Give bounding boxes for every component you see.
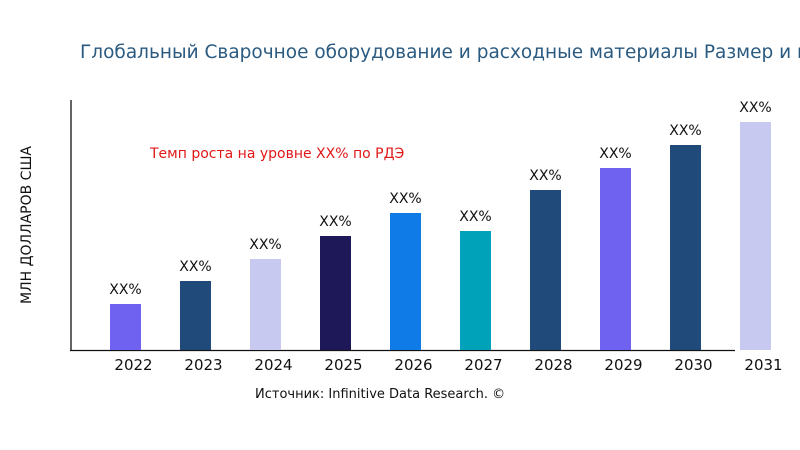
x-tick-label: 2028	[534, 356, 572, 374]
bar-2029	[600, 168, 631, 350]
data-label: XX%	[599, 146, 631, 162]
data-label: XX%	[249, 237, 281, 253]
x-tick-label: 2022	[114, 356, 152, 374]
data-label: XX%	[739, 100, 771, 116]
data-label: XX%	[319, 214, 351, 230]
data-label: XX%	[109, 282, 141, 298]
bar-2031	[740, 122, 771, 350]
data-label: XX%	[179, 259, 211, 275]
data-label: XX%	[669, 123, 701, 139]
data-label: XX%	[389, 191, 421, 207]
bar-2023	[180, 281, 211, 350]
x-tick-label: 2027	[464, 356, 502, 374]
bar-2026	[390, 213, 421, 350]
chart-title: Глобальный Сварочное оборудование и расх…	[80, 42, 800, 63]
bar-2024	[250, 259, 281, 350]
x-tick-label: 2023	[184, 356, 222, 374]
x-tick-label: 2030	[674, 356, 712, 374]
x-tick-label: 2031	[744, 356, 782, 374]
bar-2022	[110, 304, 141, 350]
bar-2027	[460, 231, 491, 350]
data-label: XX%	[529, 168, 561, 184]
growth-annotation: Темп роста на уровне XX% по РДЭ	[150, 146, 405, 162]
x-tick-label: 2025	[324, 356, 362, 374]
bar-2025	[320, 236, 351, 350]
bar-2030	[670, 145, 701, 350]
data-label: XX%	[459, 209, 491, 225]
x-tick-label: 2029	[604, 356, 642, 374]
bar-2028	[530, 190, 561, 350]
x-tick-label: 2026	[394, 356, 432, 374]
x-tick-label: 2024	[254, 356, 292, 374]
source-note: Источник: Infinitive Data Research. ©	[255, 387, 506, 402]
